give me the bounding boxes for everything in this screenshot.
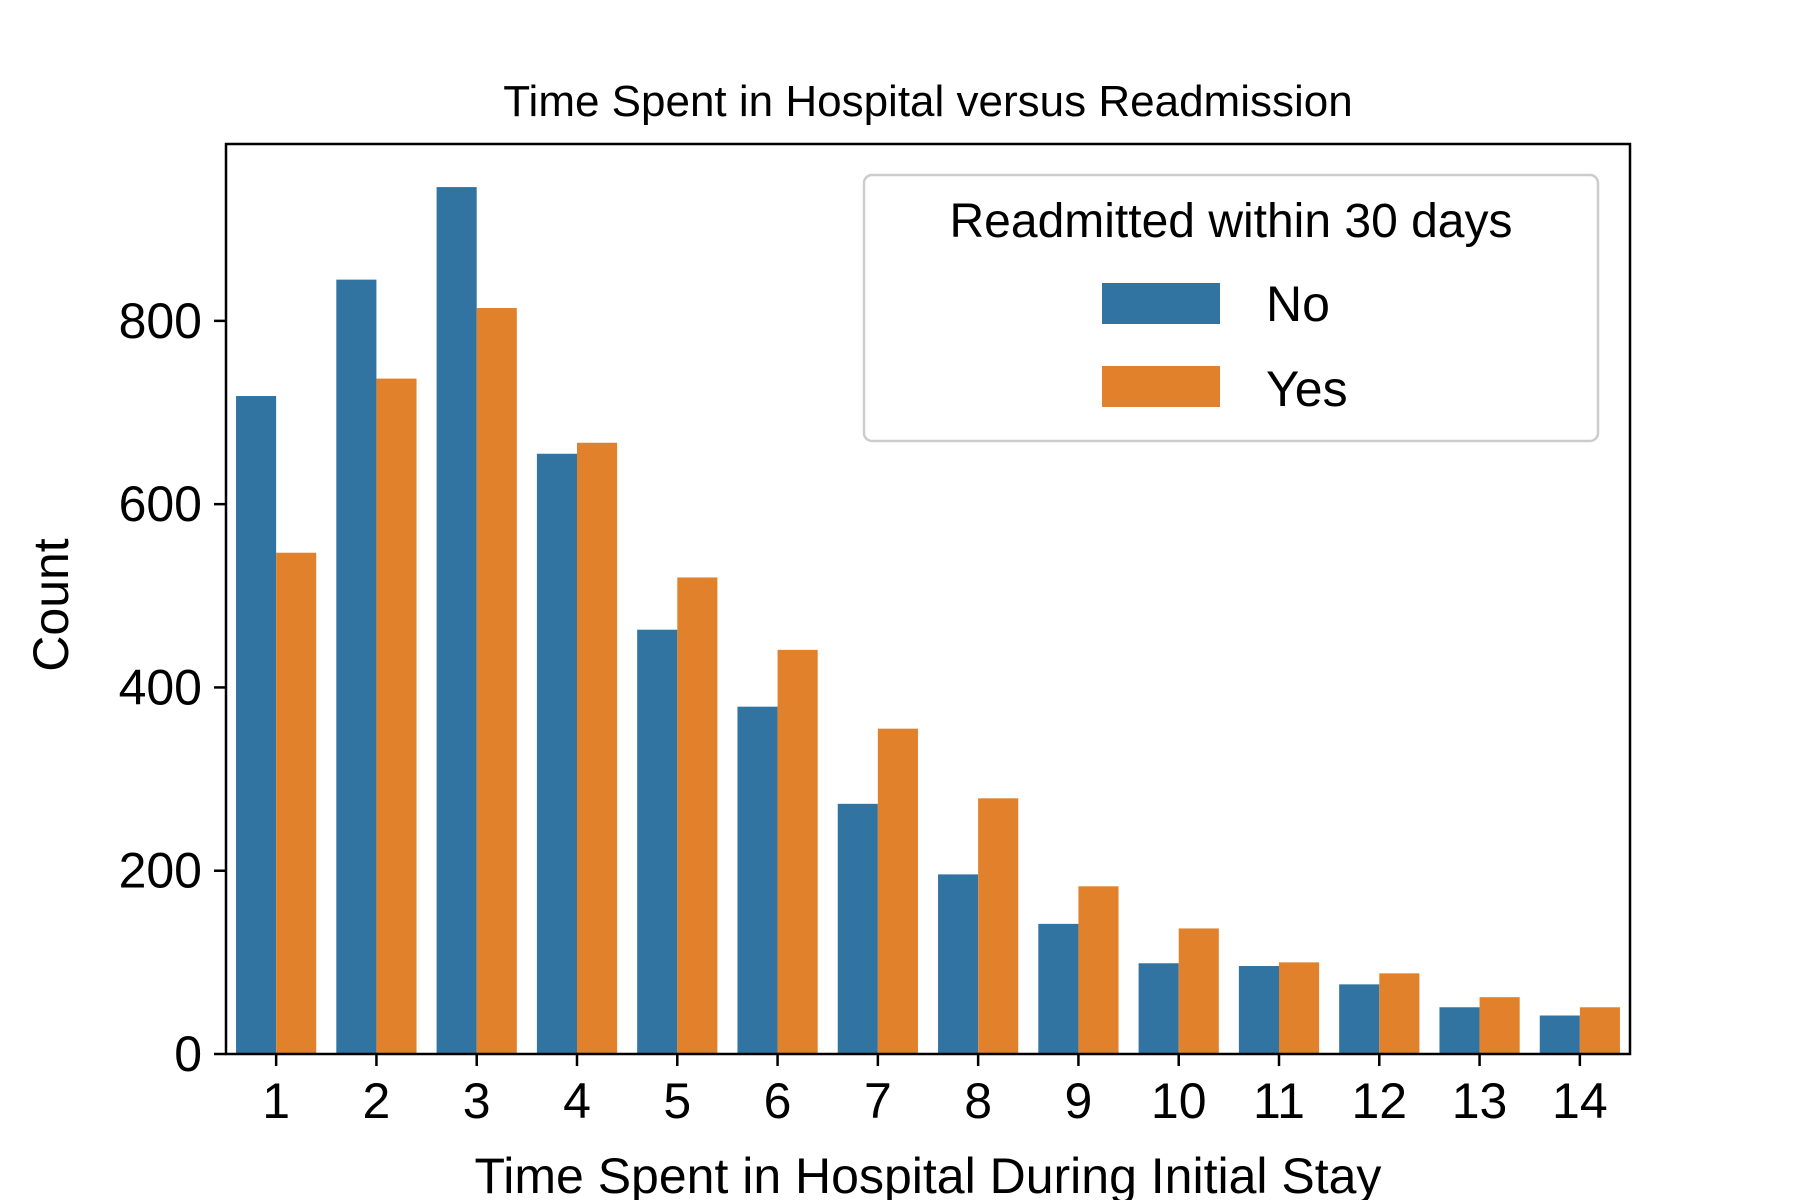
plot-frame	[224, 142, 1632, 1056]
bar-yes-12	[1379, 973, 1420, 1054]
bar-yes-14	[1579, 1007, 1620, 1054]
x-axis-ticks: 1 2 3 4 5 6 7 8 9 10 11 12 13 14	[262, 1054, 1608, 1129]
bar-no-7	[837, 803, 878, 1054]
bar-yes-6	[777, 649, 818, 1054]
chart-title: Time Spent in Hospital versus Readmissio…	[503, 77, 1352, 126]
x-tick-label: 2	[363, 1073, 391, 1129]
legend-label-yes: Yes	[1266, 361, 1348, 417]
x-tick-label: 5	[663, 1073, 691, 1129]
bar-yes-7	[877, 728, 918, 1054]
bar-no-8	[938, 874, 979, 1054]
x-tick-label: 13	[1452, 1073, 1508, 1129]
bar-no-10	[1138, 963, 1179, 1054]
bar-no-13	[1439, 1007, 1480, 1054]
y-tick-label: 800	[119, 293, 202, 349]
legend: Readmitted within 30 days No Yes	[862, 173, 1600, 443]
y-axis-ticks: 0 200 400 600 800	[119, 293, 226, 1082]
bar-no-1	[236, 396, 277, 1054]
bars-group	[236, 187, 1620, 1055]
bar-yes-11	[1279, 962, 1320, 1054]
y-tick-label: 200	[119, 843, 202, 899]
x-tick-label: 4	[563, 1073, 591, 1129]
bar-no-3	[436, 187, 477, 1054]
legend-swatch-yes	[1102, 366, 1220, 407]
legend-label-no: No	[1266, 276, 1330, 332]
legend-swatch-no	[1102, 283, 1220, 324]
bar-no-5	[637, 629, 678, 1054]
x-tick-label: 12	[1351, 1073, 1407, 1129]
bar-yes-10	[1178, 928, 1219, 1054]
y-tick-label: 600	[119, 476, 202, 532]
bar-yes-8	[978, 798, 1019, 1054]
bar-yes-1	[276, 552, 317, 1054]
x-tick-label: 8	[964, 1073, 992, 1129]
bar-yes-5	[677, 577, 718, 1054]
bar-no-6	[737, 706, 778, 1054]
legend-frame	[862, 173, 1600, 443]
x-tick-label: 14	[1552, 1073, 1608, 1129]
x-axis-label: Time Spent in Hospital During Initial St…	[475, 1148, 1382, 1200]
y-axis-label: Count	[23, 538, 79, 672]
bar-no-12	[1339, 984, 1380, 1054]
legend-title: Readmitted within 30 days	[950, 195, 1513, 248]
bar-no-2	[336, 279, 377, 1054]
bar-yes-13	[1479, 997, 1520, 1054]
bar-no-14	[1539, 1015, 1580, 1054]
bar-no-4	[536, 453, 577, 1054]
bar-yes-9	[1078, 886, 1119, 1054]
x-tick-label: 11	[1253, 1073, 1305, 1129]
y-tick-label: 0	[174, 1026, 202, 1082]
y-tick-label: 400	[119, 659, 202, 715]
x-tick-label: 7	[864, 1073, 892, 1129]
x-tick-label: 9	[1065, 1073, 1093, 1129]
bar-yes-3	[476, 308, 517, 1054]
x-tick-label: 1	[262, 1073, 290, 1129]
bar-yes-2	[376, 378, 417, 1055]
x-tick-label: 10	[1151, 1073, 1207, 1129]
bar-no-11	[1238, 966, 1279, 1054]
bar-yes-4	[577, 442, 618, 1054]
x-tick-label: 3	[463, 1073, 491, 1129]
bar-no-9	[1038, 923, 1079, 1054]
x-tick-label: 6	[764, 1073, 792, 1129]
